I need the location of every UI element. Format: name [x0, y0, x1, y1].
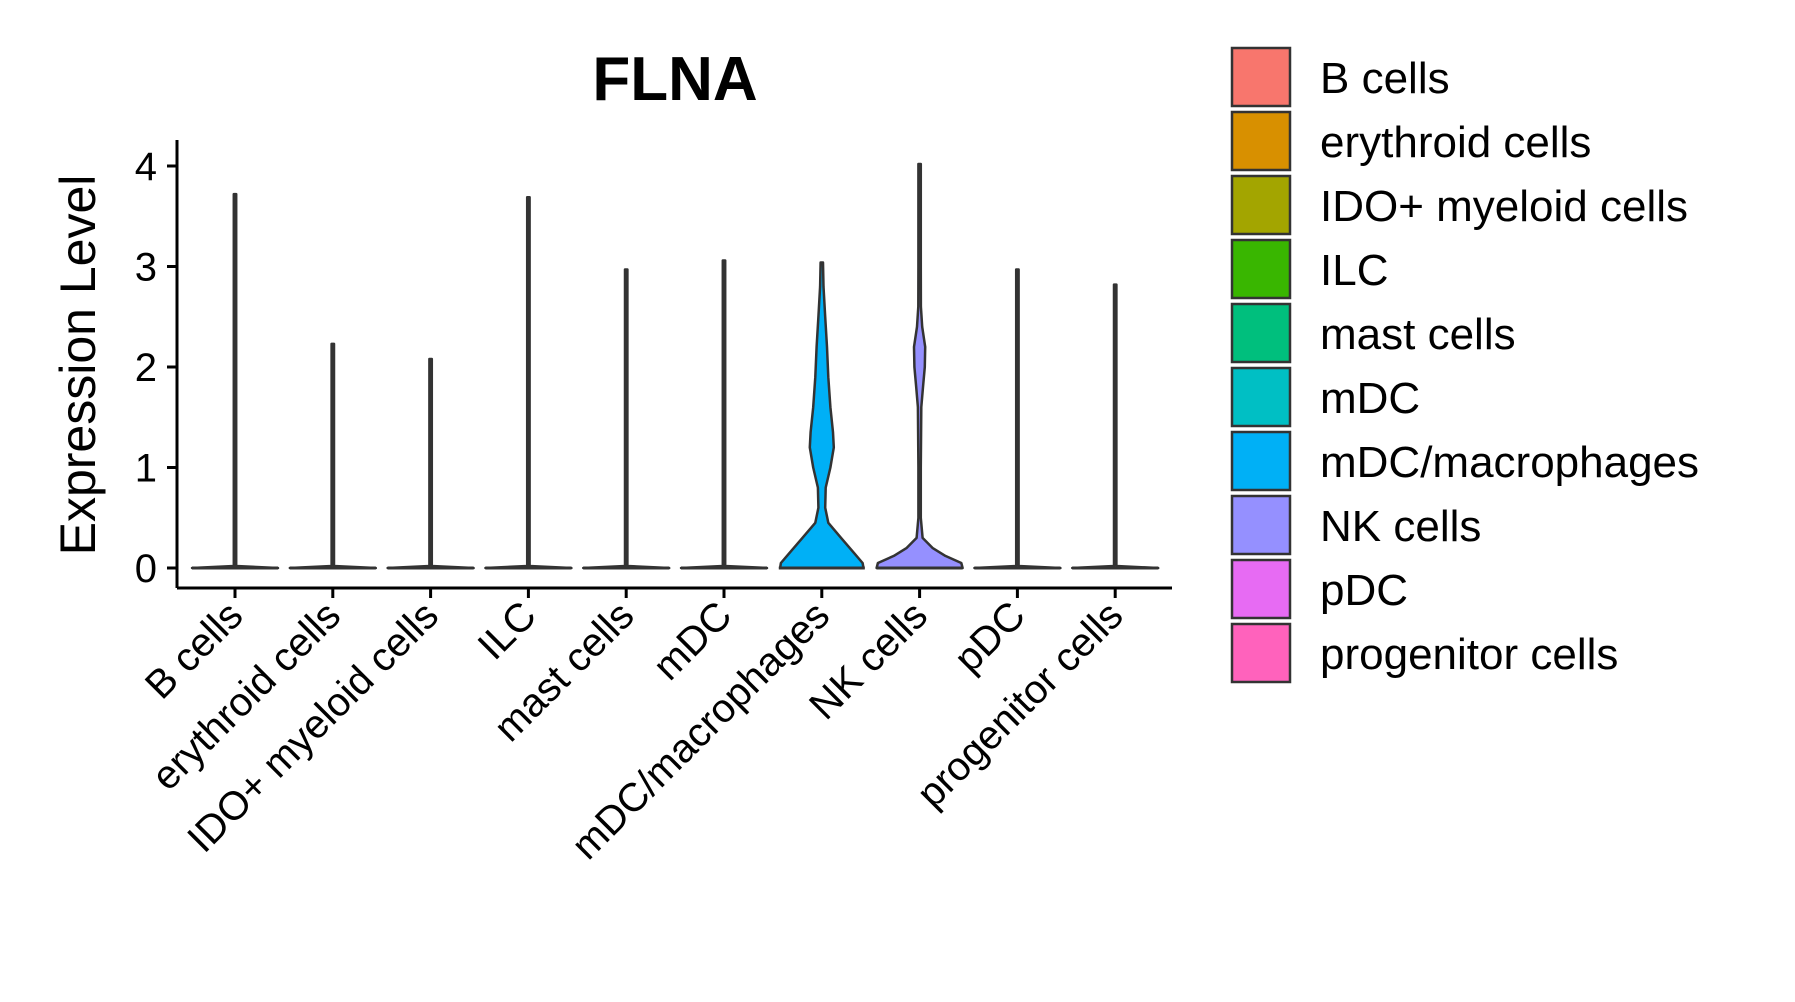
legend-label: mDC/macrophages: [1320, 438, 1699, 487]
x-tick-label: ILC: [470, 593, 545, 668]
legend-swatch: [1230, 46, 1292, 108]
legend-item: ILC: [1230, 238, 1388, 300]
violin-progenitor-cells: [1070, 283, 1160, 570]
legend-label: ILC: [1320, 246, 1388, 295]
violin-body: [778, 261, 865, 570]
violin-body: [288, 342, 378, 570]
violin-mdc: [679, 259, 769, 570]
legend-swatch: [1230, 558, 1292, 620]
legend-item: pDC: [1230, 558, 1408, 620]
legend-label: progenitor cells: [1320, 630, 1618, 679]
legend-label: B cells: [1320, 54, 1450, 103]
legend-item: progenitor cells: [1230, 622, 1618, 684]
legend-swatch: [1230, 238, 1292, 300]
violin-body: [190, 192, 280, 570]
legend-item: B cells: [1230, 46, 1450, 108]
violin-mast-cells: [581, 268, 671, 570]
violin-body: [1070, 283, 1160, 570]
violin-body: [581, 268, 671, 570]
x-tick-label: pDC: [946, 593, 1034, 681]
plot-area: [190, 162, 1160, 570]
legend-item: erythroid cells: [1230, 110, 1591, 172]
legend-swatch: [1230, 110, 1292, 172]
violin-body: [973, 268, 1062, 570]
legend-item: NK cells: [1230, 494, 1481, 556]
y-axis-label: Expression Level: [50, 175, 106, 556]
legend-item: mDC: [1230, 366, 1420, 428]
legend-label: NK cells: [1320, 502, 1481, 551]
legend-swatch: [1230, 430, 1292, 492]
legend-label: pDC: [1320, 566, 1408, 615]
y-tick-label: 0: [135, 547, 157, 591]
legend-swatch: [1230, 494, 1292, 556]
legend-swatch: [1230, 174, 1292, 236]
violin-body: [386, 357, 475, 570]
violin-mdc-macrophages: [778, 261, 865, 570]
violin-pdc: [973, 268, 1062, 570]
violin-body: [679, 259, 769, 570]
legend-item: mDC/macrophages: [1230, 430, 1699, 492]
y-tick-label: 3: [135, 246, 157, 290]
legend-swatch: [1230, 366, 1292, 428]
violin-ilc: [484, 195, 573, 570]
violin-erythroid-cells: [288, 342, 378, 570]
violin-body: [484, 195, 573, 570]
violin-body: [875, 162, 964, 570]
chart-title: FLNA: [592, 45, 757, 114]
legend-swatch: [1230, 622, 1292, 684]
legend-label: mDC: [1320, 374, 1420, 423]
legend-label: mast cells: [1320, 310, 1516, 359]
legend-item: mast cells: [1230, 302, 1516, 364]
y-tick-label: 1: [135, 447, 157, 491]
legend-label: erythroid cells: [1320, 118, 1591, 167]
legend-item: IDO+ myeloid cells: [1230, 174, 1688, 236]
violin-b-cells: [190, 192, 280, 570]
legend: B cells erythroid cells IDO+ myeloid cells…: [1230, 46, 1699, 684]
y-tick-label: 4: [135, 145, 157, 189]
violin-nk-cells: [875, 162, 964, 570]
violin-ido-myeloid-cells: [386, 357, 475, 570]
legend-swatch: [1230, 302, 1292, 364]
y-tick-label: 2: [135, 346, 157, 390]
legend-label: IDO+ myeloid cells: [1320, 182, 1688, 231]
